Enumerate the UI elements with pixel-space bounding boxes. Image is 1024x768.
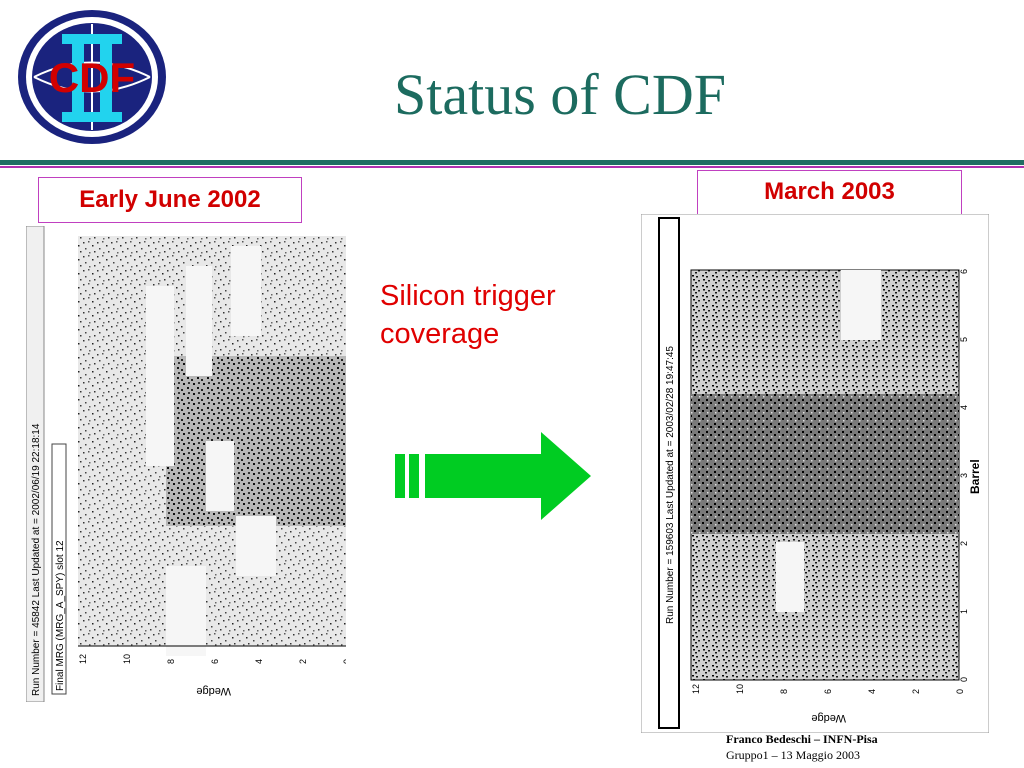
title-divider xyxy=(0,160,1024,165)
x-tick-label: 8 xyxy=(779,689,789,694)
plot-subtitle: Final MRG (MRG_A_SPY) slot 12 xyxy=(55,540,66,691)
x-tick-label: 8 xyxy=(166,659,176,664)
y-tick-label: 4 xyxy=(959,405,969,410)
y-tick-label: 2 xyxy=(959,541,969,546)
y-tick-label: 0 xyxy=(959,677,969,682)
x-tick-label: 0 xyxy=(342,659,346,664)
footer: Franco Bedeschi – INFN-Pisa Gruppo1 – 13… xyxy=(726,731,878,763)
cdf-logo: CDF xyxy=(18,10,166,144)
x-tick-label: 6 xyxy=(210,659,220,664)
x-axis-ticks: 12 10 8 6 4 2 0 xyxy=(78,654,346,664)
x-axis-label: Wedge xyxy=(196,685,231,697)
x-tick-label: 10 xyxy=(735,684,745,694)
y-tick-label: 1 xyxy=(959,609,969,614)
x-axis-label-2003: Wedge xyxy=(811,712,846,724)
y-tick-label: 5 xyxy=(959,337,969,342)
footer-author: Franco Bedeschi – INFN-Pisa xyxy=(726,732,878,746)
silicon-trigger-text: Silicon trigger coverage xyxy=(380,280,556,350)
x-tick-label: 4 xyxy=(254,659,264,664)
march-label: March 2003 xyxy=(697,170,962,216)
page-title: Status of CDF xyxy=(394,62,726,127)
early-june-label: Early June 2002 xyxy=(38,177,302,223)
y-tick-label: 3 xyxy=(959,473,969,478)
y-tick-label: 6 xyxy=(959,269,969,274)
progress-arrow-icon xyxy=(395,432,591,520)
x-tick-label: 6 xyxy=(823,689,833,694)
run-info-text: Run Number = 45842 Last Updated at = 200… xyxy=(31,423,42,696)
x-tick-label: 0 xyxy=(955,689,965,694)
cdf-logo-text: CDF xyxy=(49,54,135,101)
x-tick-label: 10 xyxy=(122,654,132,664)
y-axis-label: Barrel xyxy=(968,459,982,494)
title-divider-accent xyxy=(0,166,1024,168)
x-tick-label: 2 xyxy=(298,659,308,664)
coverage-plot-2002: Run Number = 45842 Last Updated at = 200… xyxy=(26,226,346,702)
x-tick-label: 2 xyxy=(911,689,921,694)
run-info-text-2003: Run Number = 159603 Last Updated at = 20… xyxy=(665,346,676,624)
coverage-plot-2003: Run Number = 159603 Last Updated at = 20… xyxy=(641,214,989,733)
footer-meeting: Gruppo1 – 13 Maggio 2003 xyxy=(726,748,860,762)
x-tick-label: 12 xyxy=(691,684,701,694)
x-tick-label: 12 xyxy=(78,654,88,664)
x-tick-label: 4 xyxy=(867,689,877,694)
